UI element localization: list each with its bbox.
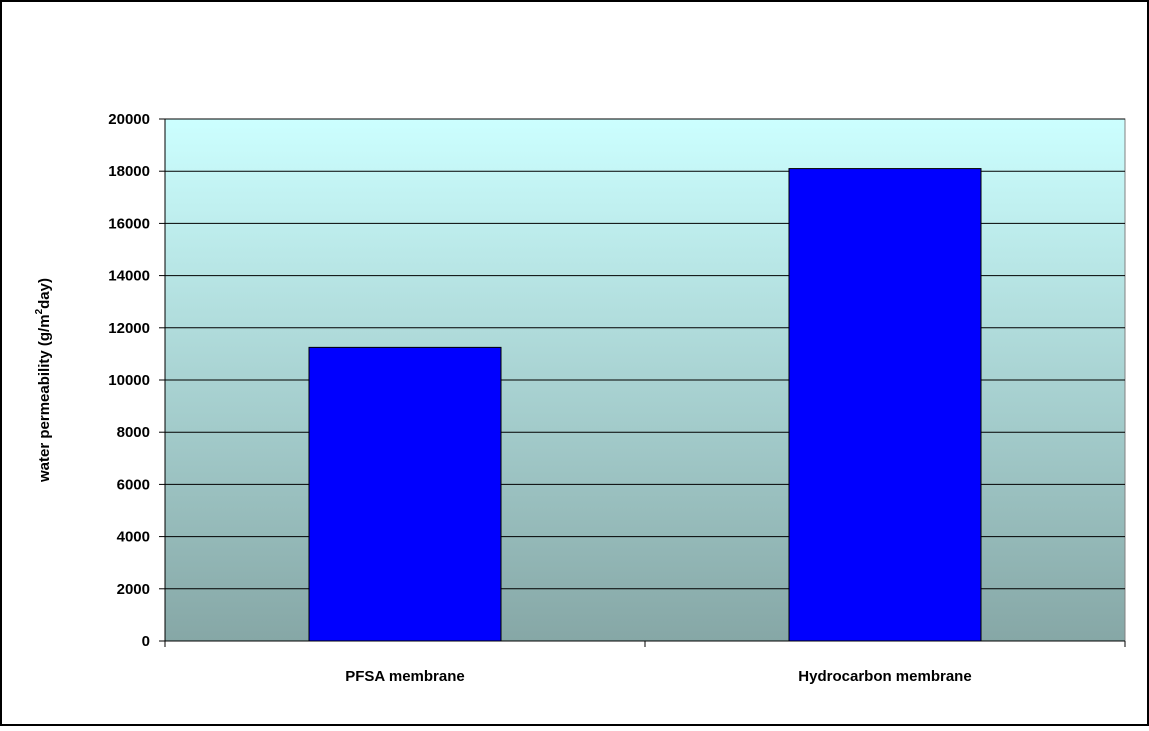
y-tick-label: 6000 (117, 476, 150, 493)
x-category-label: Hydrocarbon membrane (798, 668, 971, 685)
x-category-labels: PFSA membrane Hydrocarbon membrane (345, 668, 971, 685)
y-tick-label: 4000 (117, 529, 150, 546)
y-axis-title-superscript: 2 (34, 308, 45, 314)
y-tick-labels: 0 2000 4000 6000 8000 10000 12000 14000 16000 180… (108, 111, 150, 650)
bar-1 (308, 346, 502, 642)
y-tick-label: 20000 (108, 111, 150, 128)
y-tick-label: 14000 (108, 268, 150, 285)
y-tick-label: 2000 (117, 581, 150, 598)
y-axis-title: water permeability (g/m2day) (34, 278, 53, 483)
y-tick-label: 12000 (108, 320, 150, 337)
y-tick-label: 18000 (108, 163, 150, 180)
bar-2 (788, 168, 982, 642)
y-tick-label: 16000 (108, 215, 150, 232)
y-tick-label: 8000 (117, 424, 150, 441)
y-tick-label: 10000 (108, 372, 150, 389)
axes (159, 118, 1126, 647)
x-category-label: PFSA membrane (345, 668, 464, 685)
y-tick-label: 0 (142, 633, 150, 650)
